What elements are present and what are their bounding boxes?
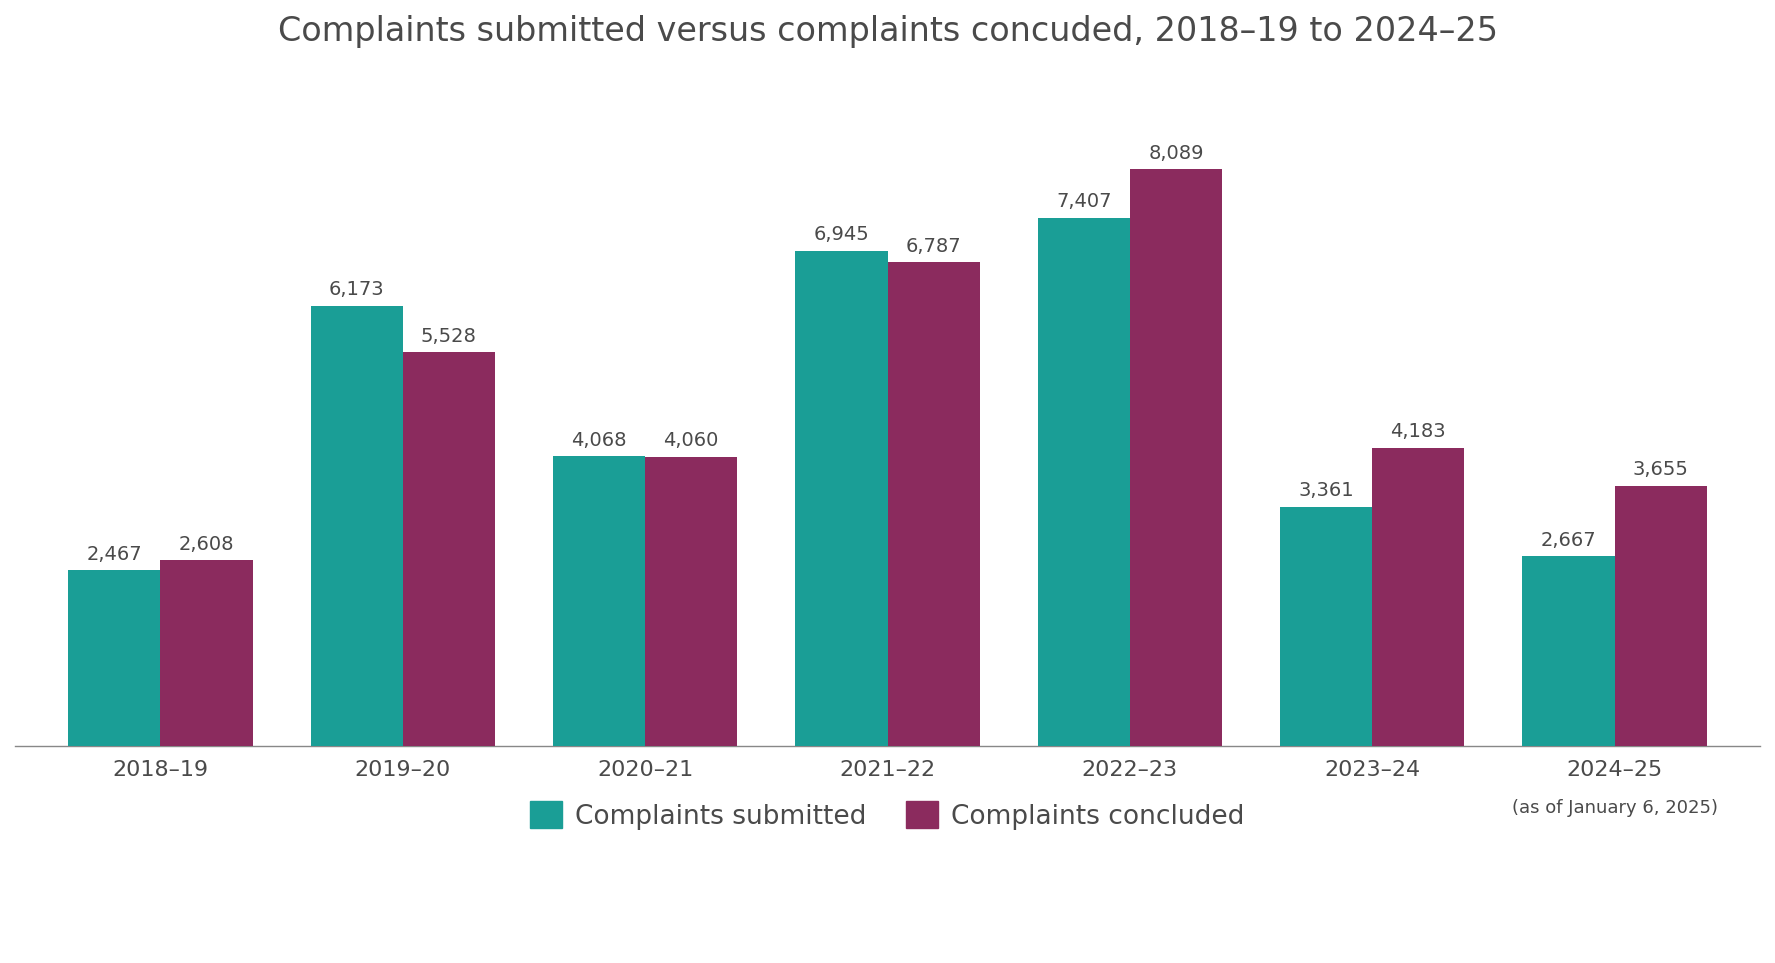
Text: 5,528: 5,528 (421, 326, 477, 346)
Text: 4,183: 4,183 (1390, 423, 1447, 441)
Bar (1038, 218, 1131, 746)
Text: (as of January 6, 2025): (as of January 6, 2025) (1512, 799, 1718, 817)
Text: 4,068: 4,068 (572, 430, 627, 450)
Text: 3,655: 3,655 (1633, 460, 1688, 480)
Text: 2,467: 2,467 (87, 545, 142, 564)
Bar (1523, 556, 1615, 746)
Text: 6,945: 6,945 (813, 225, 870, 245)
Text: 6,173: 6,173 (328, 280, 385, 299)
Bar (644, 456, 737, 746)
Bar (1372, 448, 1464, 746)
Title: Complaints submitted versus complaints concuded, 2018–19 to 2024–25: Complaints submitted versus complaints c… (277, 15, 1498, 48)
Text: 4,060: 4,060 (664, 431, 719, 451)
Legend: Complaints submitted, Complaints concluded: Complaints submitted, Complaints conclud… (520, 791, 1255, 841)
Bar (67, 570, 160, 746)
Bar (795, 250, 888, 746)
Text: 7,407: 7,407 (1056, 193, 1111, 212)
Text: 3,361: 3,361 (1298, 482, 1354, 500)
Bar (1280, 507, 1372, 746)
Bar (1615, 485, 1708, 746)
Bar (160, 560, 252, 746)
Text: 6,787: 6,787 (905, 237, 962, 256)
Text: 2,667: 2,667 (1541, 531, 1596, 550)
Bar (554, 456, 644, 746)
Text: 2,608: 2,608 (179, 534, 234, 554)
Bar (888, 262, 980, 746)
Bar (311, 306, 403, 746)
Bar (1131, 169, 1221, 746)
Text: 8,089: 8,089 (1148, 143, 1203, 163)
Bar (403, 351, 495, 746)
